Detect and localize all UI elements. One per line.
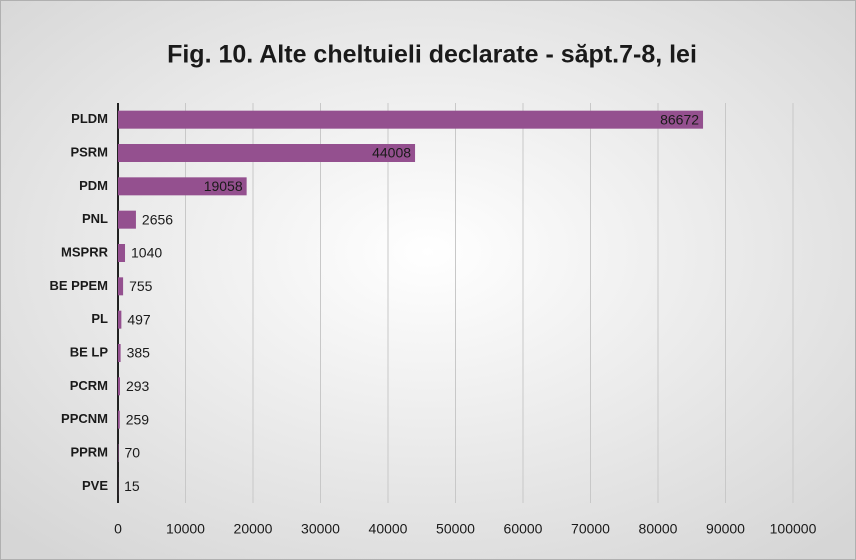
bar [118,110,704,129]
data-label: 19058 [204,178,243,194]
bar [118,177,247,196]
data-label: 755 [129,278,153,294]
y-tick-label: PVE [82,478,108,493]
data-label: 70 [124,445,140,461]
y-tick-label: PNL [82,211,108,226]
y-tick-label: PLDM [71,111,108,126]
x-tick-label: 50000 [436,521,475,537]
data-label: 1040 [131,245,162,261]
y-tick-label: PCRM [70,378,108,393]
x-tick-label: 40000 [369,521,408,537]
data-label: 259 [126,411,150,427]
chart-title: Fig. 10. Alte cheltuieli declarate - săp… [167,41,697,69]
data-label: 86672 [660,111,699,127]
y-tick-label: BE LP [70,344,109,359]
bar [118,377,120,396]
x-tick-label: 30000 [301,521,340,537]
data-label: 15 [124,478,140,494]
data-label: 2656 [142,211,173,227]
bar [118,210,136,229]
x-tick-label: 60000 [504,521,543,537]
bar [118,344,121,362]
y-tick-label: BE PPEM [49,278,108,293]
x-tick-label: 90000 [706,521,745,537]
x-tick-label: 70000 [571,521,610,537]
y-tick-label: PPRM [70,444,108,459]
y-tick-label: PPCNM [61,411,108,426]
x-tick-label: 10000 [166,521,205,537]
x-tick-label: 80000 [639,521,678,537]
y-tick-label: MSPRR [61,244,109,259]
data-label: 385 [127,345,151,361]
y-tick-label: PSRM [70,144,108,159]
data-label: 293 [126,378,150,394]
bar [118,277,124,296]
x-tick-label: 20000 [234,521,273,537]
bar [118,144,416,162]
y-tick-label: PL [91,311,108,326]
data-label: 497 [127,311,151,327]
x-tick-label: 0 [114,521,122,537]
bar [118,410,120,429]
bar [118,310,122,329]
x-tick-label: 100000 [770,521,817,537]
data-label: 44008 [372,145,411,161]
bar [118,244,126,262]
y-tick-label: PDM [79,178,108,193]
